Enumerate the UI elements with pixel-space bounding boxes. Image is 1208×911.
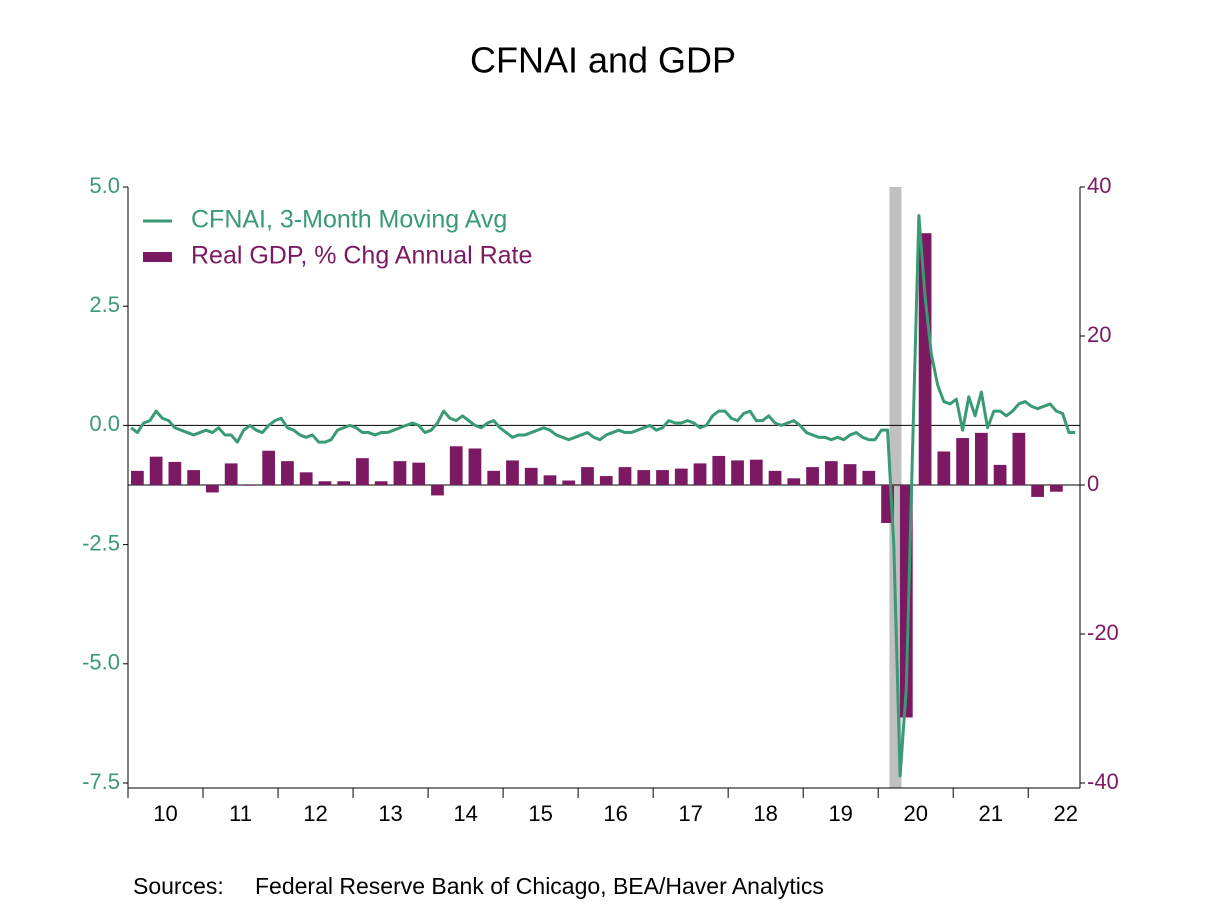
bar [637, 470, 651, 485]
bar [1049, 485, 1063, 492]
bar [956, 438, 969, 485]
x-tick-label: 14 [453, 801, 477, 826]
y2-tick-label: 0 [1087, 471, 1099, 496]
bar [787, 478, 801, 485]
bar [393, 461, 407, 485]
source-label: Sources: [133, 873, 224, 899]
y2-tick-label: 40 [1087, 173, 1111, 198]
bar [506, 460, 519, 485]
x-tick-label: 11 [229, 801, 252, 826]
bar [599, 476, 613, 485]
source: Federal Reserve Bank of Chicago, BEA/Hav… [255, 873, 824, 899]
y-tick-label: -2.5 [82, 530, 120, 555]
bar [318, 481, 332, 485]
bar [918, 233, 932, 485]
bar [168, 461, 182, 485]
y2-tick-label: -20 [1087, 620, 1119, 645]
bar [693, 463, 707, 485]
bar [843, 464, 857, 485]
bar [1031, 485, 1044, 497]
bar [524, 467, 538, 485]
bar [281, 461, 294, 485]
bar [374, 481, 388, 485]
x-tick-label: 12 [303, 801, 327, 826]
y-tick-label: -7.5 [82, 769, 120, 794]
bar [356, 458, 369, 485]
x-tick-label: 18 [753, 801, 777, 826]
y-tick-label: 0.0 [89, 411, 120, 436]
bar [937, 451, 951, 485]
bar [712, 455, 726, 485]
bar [674, 468, 688, 485]
bar [299, 472, 313, 485]
legend-label: CFNAI, 3-Month Moving Avg [191, 206, 507, 234]
legend-swatch [143, 252, 172, 262]
bar [1012, 432, 1026, 485]
legend-label: Real GDP, % Chg Annual Rate [191, 242, 532, 270]
x-tick-label: 10 [153, 801, 177, 826]
bar [262, 450, 276, 485]
bar [656, 470, 669, 485]
recession-shading [889, 187, 902, 788]
y-tick-label: -5.0 [82, 650, 120, 675]
bar [487, 470, 501, 485]
bar [243, 485, 257, 486]
x-tick-label: 20 [903, 801, 927, 826]
x-tick-label: 17 [678, 801, 702, 826]
x-tick-label: 22 [1054, 801, 1078, 826]
bar [224, 463, 238, 485]
bar [993, 464, 1007, 485]
y2-tick-label: -40 [1087, 769, 1119, 794]
y-tick-label: 2.5 [89, 292, 120, 317]
bar [337, 481, 351, 485]
bar [131, 470, 144, 485]
x-tick-label: 13 [378, 801, 402, 826]
x-tick-label: 19 [828, 801, 852, 826]
bar [806, 467, 819, 485]
bar [412, 462, 426, 485]
bar [581, 467, 594, 485]
bar [562, 480, 576, 485]
bar [468, 448, 482, 485]
bar [187, 470, 201, 485]
x-tick-label: 16 [603, 801, 627, 826]
x-tick-label: 15 [528, 801, 552, 826]
bar [749, 459, 763, 485]
bar [431, 485, 444, 496]
bar [768, 470, 782, 485]
bar [206, 485, 219, 493]
bar [731, 460, 744, 485]
bar [862, 470, 876, 485]
x-tick-label: 21 [978, 801, 1002, 826]
bar [543, 475, 557, 485]
chart-title: CFNAI and GDP [470, 40, 736, 81]
bar [974, 432, 988, 485]
bar [824, 461, 838, 485]
line [130, 214, 1076, 778]
y-tick-label: 5.0 [89, 173, 120, 198]
y2-tick-label: 20 [1087, 322, 1111, 347]
bar [618, 467, 632, 485]
bar [149, 456, 163, 485]
bar [449, 446, 463, 485]
